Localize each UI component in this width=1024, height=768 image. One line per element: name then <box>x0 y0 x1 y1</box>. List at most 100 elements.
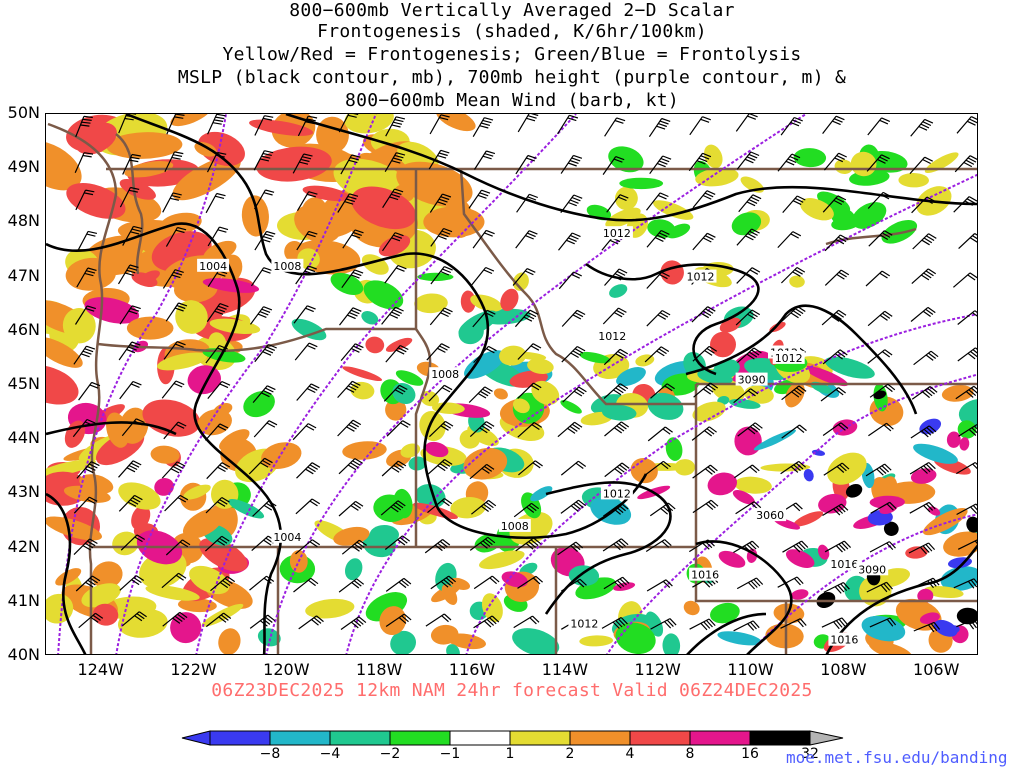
wind-barb <box>206 151 227 173</box>
lon-label: 112W <box>634 660 681 679</box>
wind-barb <box>646 229 670 248</box>
title-line-3: Yellow/Red = Frontogenesis; Green/Blue =… <box>222 44 802 65</box>
wind-barb <box>957 539 977 550</box>
height-contour <box>265 114 807 654</box>
wind-barb <box>867 349 893 364</box>
wind-barb <box>249 614 276 629</box>
wind-barb <box>249 575 275 591</box>
wind-barb <box>472 117 494 138</box>
shade-cell <box>613 582 636 591</box>
wind-barb <box>955 461 977 475</box>
wind-barb <box>823 581 850 594</box>
wind-barb <box>296 462 321 479</box>
wind-barb <box>338 500 364 517</box>
shade-cell <box>666 223 691 239</box>
wind-barb <box>560 460 587 476</box>
wind-barb <box>425 613 452 627</box>
mslp-contour <box>285 114 977 222</box>
shade-cell <box>717 631 762 646</box>
shade-cell <box>789 275 805 288</box>
wind-barb <box>820 387 846 402</box>
wind-barb <box>560 578 587 592</box>
shade-cell <box>697 369 733 385</box>
wind-barb <box>292 153 313 174</box>
shade-cell <box>966 516 977 533</box>
wind-barb <box>560 194 583 214</box>
wind-barb <box>119 186 140 208</box>
wind-barb <box>958 232 977 250</box>
shade-cell <box>46 140 82 191</box>
shade-cell <box>923 508 968 536</box>
shade-cell <box>579 351 611 364</box>
wind-barb <box>870 501 897 514</box>
contour-label-bg <box>596 329 629 343</box>
wind-barb <box>296 383 320 401</box>
wind-barb <box>164 151 184 173</box>
shade-cell <box>390 630 417 654</box>
wind-barb <box>120 534 146 551</box>
shade-cell <box>46 459 96 478</box>
contour-label-bg <box>271 258 304 272</box>
contour-label-bg <box>684 269 717 283</box>
shade-cell <box>177 598 217 613</box>
title-line-1: 800−600mb Vertically Averaged 2−D Scalar <box>289 0 735 21</box>
wind-barb <box>429 193 452 213</box>
wind-barb <box>956 503 977 516</box>
shade-cell <box>446 644 460 654</box>
wind-barb <box>118 114 137 134</box>
shade-cell <box>501 571 528 588</box>
wind-barb <box>957 347 977 362</box>
wind-barb <box>385 613 412 627</box>
colorbar-tick-label: 2 <box>565 746 575 762</box>
wind-barb <box>910 425 937 439</box>
colorbar-segment <box>329 730 391 746</box>
title-line-4: MSLP (black contour, mb), 700mb height (… <box>177 67 847 88</box>
wind-barb <box>956 617 977 630</box>
contour-label: 1008 <box>431 368 459 381</box>
contour-label-bg <box>498 518 531 532</box>
colorbar-tick-label: 1 <box>505 746 515 762</box>
wind-barb <box>384 152 406 173</box>
wind-barb <box>781 306 806 323</box>
mslp-contour <box>125 114 648 540</box>
wind-barb <box>955 385 977 400</box>
shade-cell <box>363 280 404 310</box>
wind-barb <box>514 309 539 328</box>
contour-label: 1012 <box>598 330 626 343</box>
wind-barb <box>646 192 669 211</box>
shade-cell <box>241 195 269 237</box>
title-line-5: 800−600mb Mean Wind (barb, kt) <box>344 90 680 111</box>
mslp-contour <box>544 481 672 615</box>
shade-cell <box>62 308 96 344</box>
wind-barb <box>737 422 763 437</box>
contour-label: 1012 <box>603 227 631 240</box>
wind-barb <box>692 464 718 479</box>
wind-barb <box>473 150 496 170</box>
wind-barb <box>382 188 404 209</box>
wind-barb <box>469 536 496 551</box>
shade-cell <box>811 449 826 456</box>
shade-cell <box>378 235 411 257</box>
wind-barb <box>821 617 849 630</box>
shade-cell <box>417 272 454 281</box>
shade-cell <box>919 612 940 624</box>
wind-barb <box>430 575 456 590</box>
wind-barb <box>911 196 936 214</box>
shade-cell <box>460 290 476 313</box>
wind-barb <box>119 305 141 325</box>
wind-barb <box>341 539 367 555</box>
wind-barb <box>428 420 454 438</box>
wind-barb <box>691 426 717 441</box>
height-contour <box>606 373 977 654</box>
colorbar-segment <box>449 730 511 746</box>
lat-label: 41N <box>7 590 40 610</box>
wind-barb <box>781 385 807 401</box>
lat-label: 46N <box>7 319 40 339</box>
wind-barb <box>512 268 536 286</box>
wind-barb <box>517 114 539 133</box>
wind-barb <box>469 463 495 480</box>
wind-barb <box>385 116 406 137</box>
wind-barb <box>869 383 896 398</box>
shade-cell <box>512 398 530 414</box>
wind-barb <box>206 303 229 322</box>
